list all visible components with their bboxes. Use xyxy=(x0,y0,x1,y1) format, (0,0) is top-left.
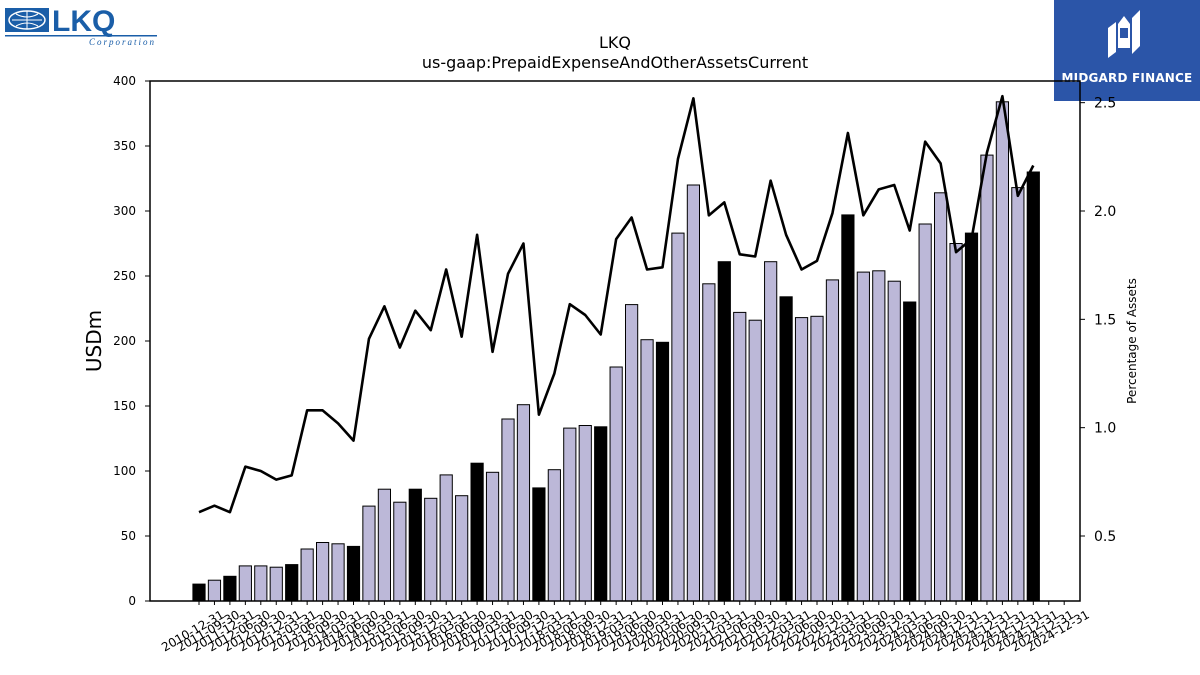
chart-title: LKQ xyxy=(599,33,631,52)
bar-2020-09-30 xyxy=(794,317,809,602)
bar-2011-12-31 xyxy=(254,565,268,602)
bar-2015-03-31 xyxy=(455,495,469,602)
bar-2019-03-31 xyxy=(702,283,716,602)
line-layer xyxy=(198,94,1035,514)
y2-tick-label: 2.0 xyxy=(1094,204,1116,220)
bar-2014-12-31 xyxy=(439,474,453,602)
bar-2014-03-31 xyxy=(393,501,407,602)
bar-2011-03-31 xyxy=(207,579,222,602)
bar-2016-09-30 xyxy=(547,469,561,602)
y-tick-label: 200 xyxy=(113,334,136,348)
bar-2013-12-31 xyxy=(377,488,391,602)
bar-2016-12-31 xyxy=(563,427,577,602)
bar-2011-09-30 xyxy=(238,565,252,602)
bar-2014-09-30 xyxy=(424,497,438,602)
bar-2015-06-30 xyxy=(470,462,484,602)
y2-tick-label: 0.5 xyxy=(1094,529,1116,545)
bar-2022-09-30 xyxy=(918,223,932,602)
bar-2018-09-30 xyxy=(671,232,685,602)
bar-2017-06-30 xyxy=(594,426,608,602)
bar-2015-09-30 xyxy=(485,471,500,602)
y-tick-label: 400 xyxy=(113,74,136,88)
bar-2011-06-30 xyxy=(223,575,237,602)
bar-2013-06-30 xyxy=(346,545,361,602)
logo-wordmark: LKQ xyxy=(52,5,115,38)
logo-subtext: Corporation xyxy=(89,37,156,47)
publisher-badge: MIDGARD FINANCE xyxy=(1054,0,1200,101)
bar-2021-06-30 xyxy=(841,214,855,602)
bar-2018-03-31 xyxy=(640,339,654,602)
bar-2021-03-31 xyxy=(825,279,840,602)
bar-2017-09-30 xyxy=(609,366,623,602)
y-tick-label: 100 xyxy=(113,464,136,478)
bar-2020-03-31 xyxy=(764,261,778,602)
bars-layer xyxy=(192,101,1040,602)
y2-tick-label: 1.5 xyxy=(1094,312,1116,328)
bar-2022-06-30 xyxy=(903,301,917,602)
bar-2015-12-31 xyxy=(501,418,515,602)
bar-2020-12-31 xyxy=(810,315,824,602)
y2-tick-label: 1.0 xyxy=(1094,421,1116,437)
chart-subtitle: us-gaap:PrepaidExpenseAndOtherAssetsCurr… xyxy=(422,53,808,72)
y-tick-label: 250 xyxy=(113,269,136,283)
y-tick-label: 300 xyxy=(113,204,136,218)
globe-icon xyxy=(5,8,49,32)
bar-2021-09-30 xyxy=(856,271,870,602)
bar-2017-12-31 xyxy=(625,304,639,602)
y2-axis-label: Percentage of Assets xyxy=(1125,278,1139,404)
bar-2012-03-31 xyxy=(269,566,283,602)
bar-2016-06-30 xyxy=(532,487,546,602)
bar-2023-06-30 xyxy=(964,232,979,602)
bar-2019-09-30 xyxy=(733,311,747,602)
bar-2013-03-31 xyxy=(331,543,345,602)
bar-2018-12-31 xyxy=(686,184,700,602)
axes-layer: 0 50 100 150 200 250 300 350 400 0.5 1.0 1.5 2.0 2.5 xyxy=(113,74,1116,608)
bar-2017-03-31 xyxy=(578,425,592,602)
bar-2022-03-31 xyxy=(887,280,901,602)
y-tick-label: 350 xyxy=(113,139,136,153)
bar-2020-06-30 xyxy=(779,296,793,602)
bar-2013-09-30 xyxy=(362,505,376,602)
y-tick-label: 0 xyxy=(128,594,136,608)
bar-2012-12-31 xyxy=(316,542,330,602)
x-tick-labels: 2010-12-312011-09-302011-12-312012-06-30… xyxy=(159,601,1092,654)
bar-2021-12-31 xyxy=(872,270,886,602)
bar-2023-03-31 xyxy=(949,243,963,602)
percentage-of-assets-line xyxy=(198,94,1035,514)
bar-2023-12-31 xyxy=(995,101,1009,602)
bar-2023-09-30 xyxy=(980,154,994,602)
bar-2024-03-31 xyxy=(1011,187,1025,602)
bar-2010-12-31 xyxy=(192,583,206,602)
bar-2024-06-30 xyxy=(1026,171,1040,602)
bar-2012-06-30 xyxy=(285,564,299,602)
y2-tick-label: 2.5 xyxy=(1094,96,1116,112)
bar-2018-06-30 xyxy=(655,341,670,602)
bar-2019-12-31 xyxy=(748,319,762,602)
bar-2012-09-30 xyxy=(300,548,314,602)
bar-2014-06-30 xyxy=(408,488,422,602)
y-tick-label: 150 xyxy=(113,399,136,413)
lkq-logo: LKQ Corporation xyxy=(5,5,157,47)
bar-2022-12-31 xyxy=(934,192,948,602)
midgard-logo-icon xyxy=(1108,10,1140,58)
bar-2019-06-30 xyxy=(717,261,731,602)
bar-2016-03-31 xyxy=(516,404,531,602)
y-axis-label: USDm xyxy=(82,310,106,372)
publisher-name: MIDGARD FINANCE xyxy=(1061,71,1193,85)
y-tick-label: 50 xyxy=(121,529,136,543)
